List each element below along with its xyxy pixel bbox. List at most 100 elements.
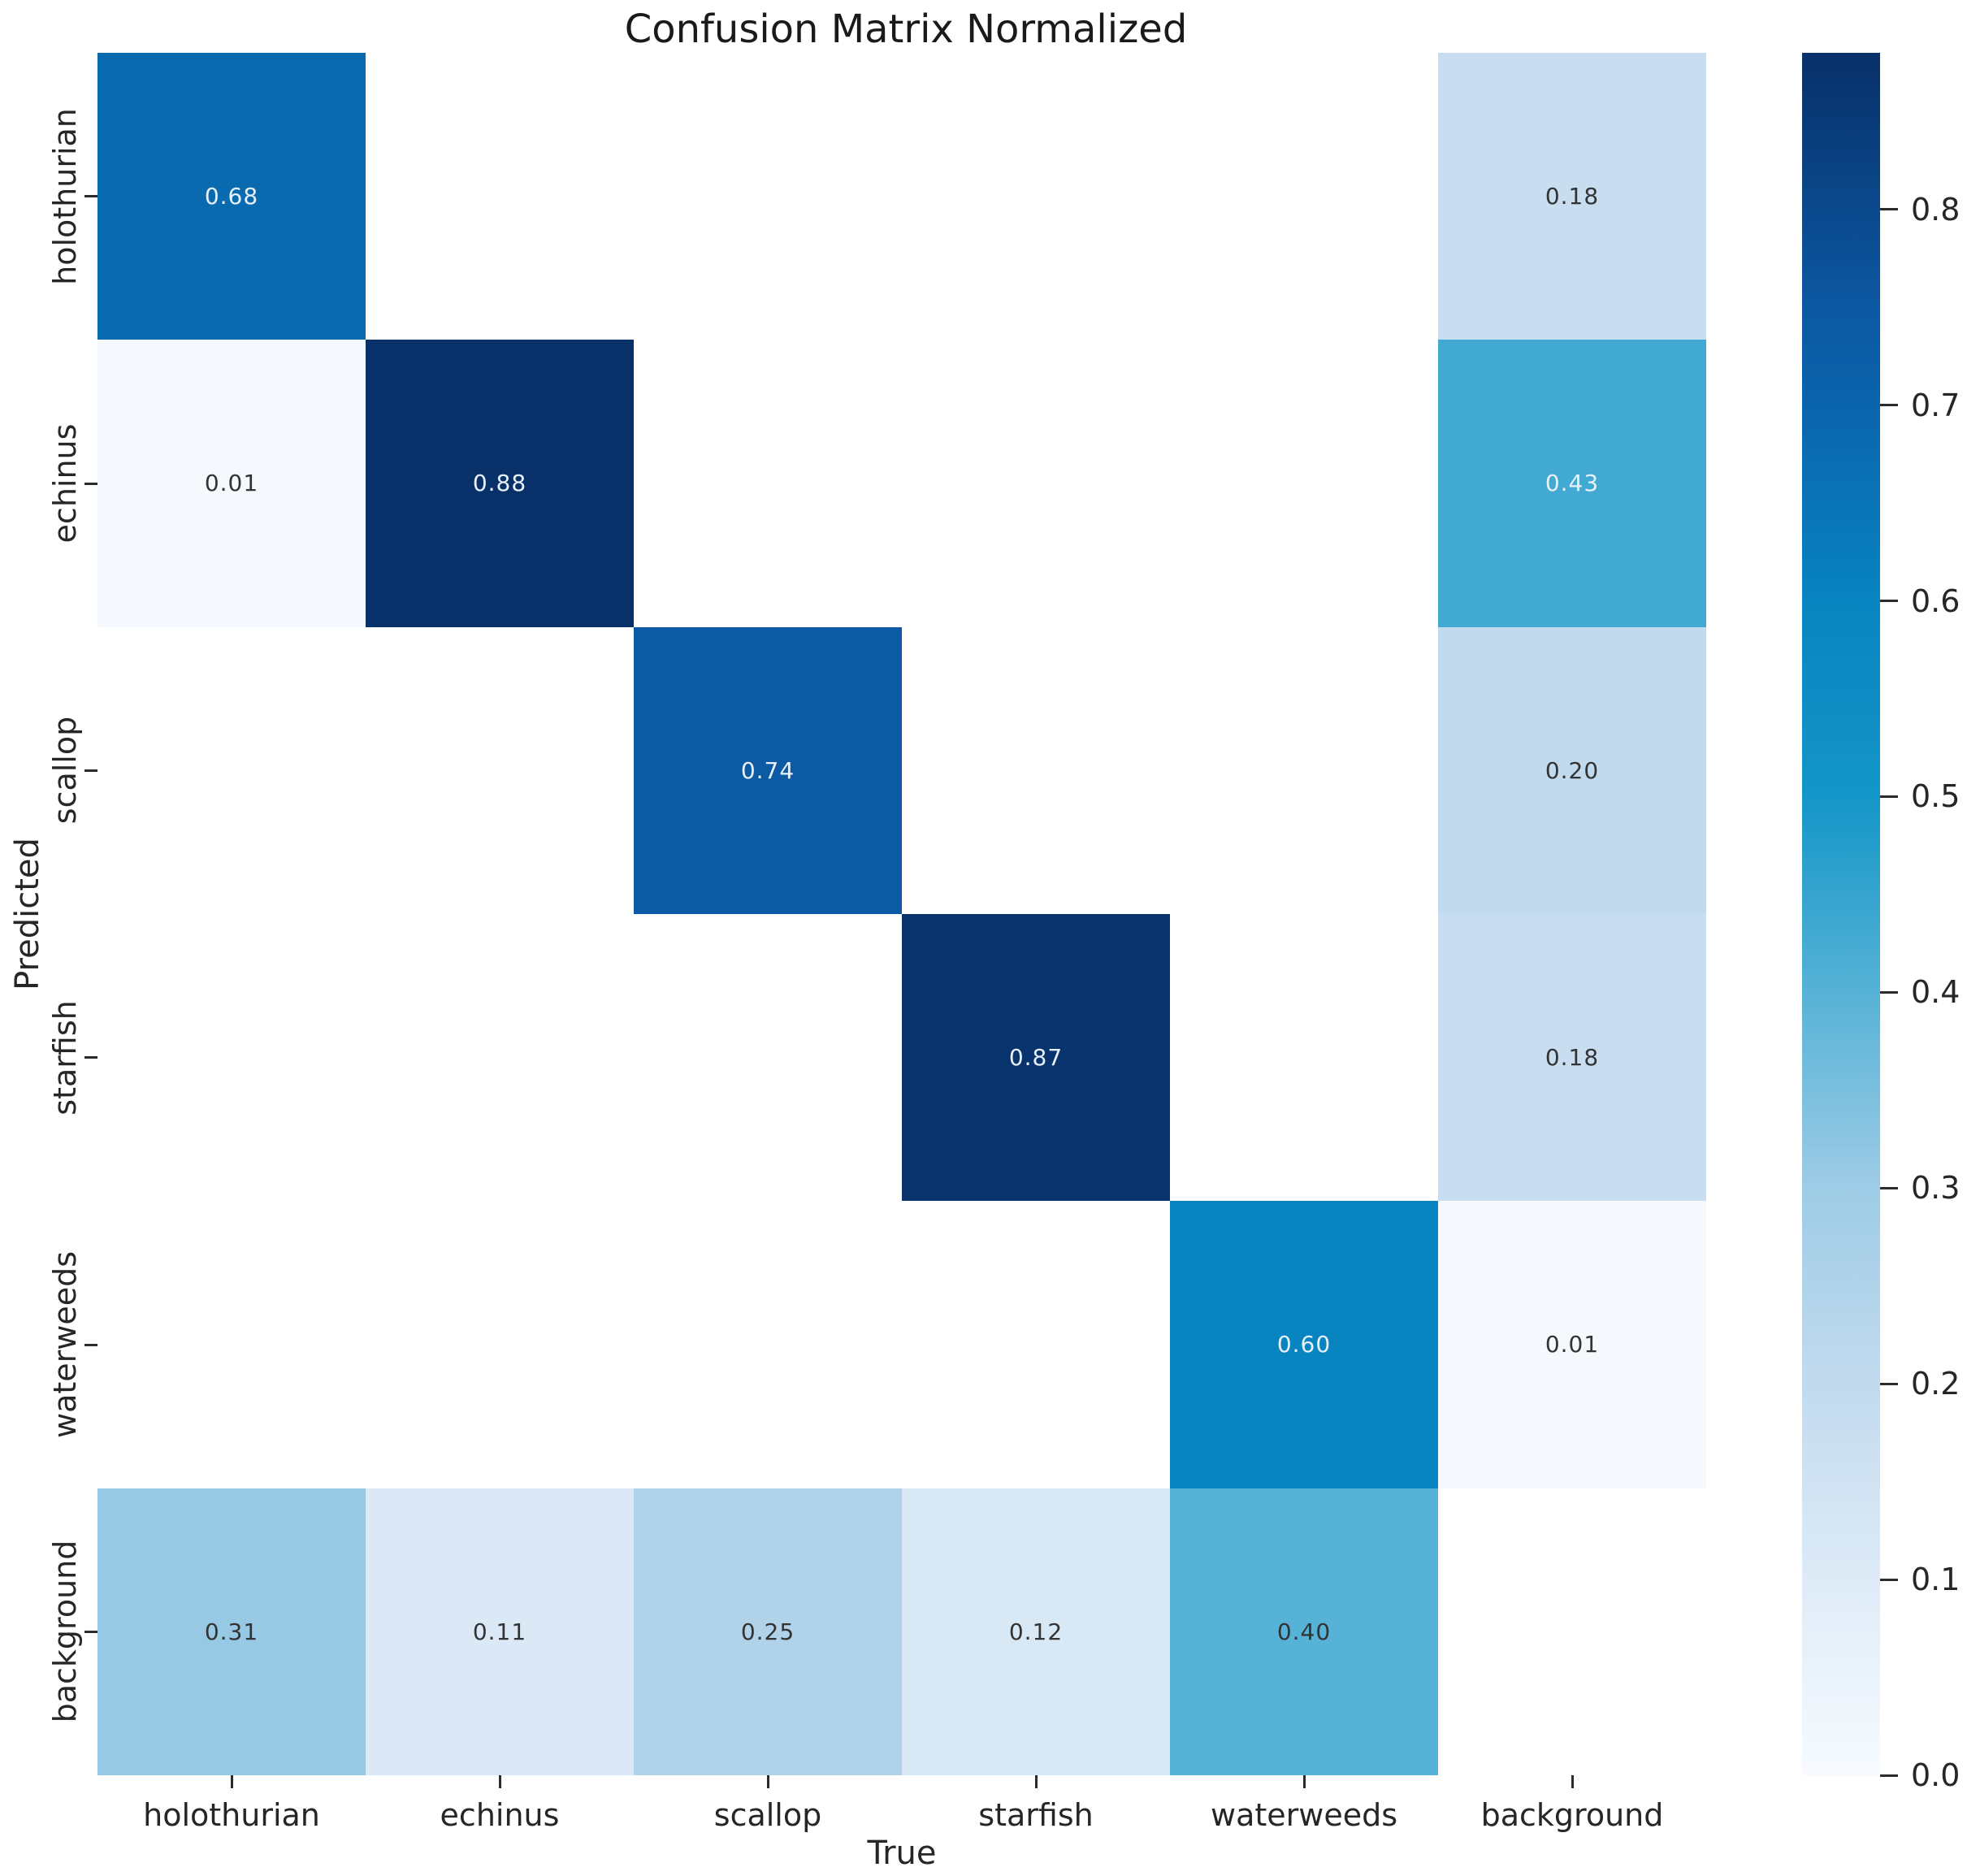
cell-value: 0.68 bbox=[204, 183, 259, 210]
tick-mark bbox=[498, 1775, 501, 1788]
heatmap-cell-holothurian-scallop bbox=[634, 53, 902, 340]
tick-mark bbox=[84, 195, 97, 198]
heatmap-cell-scallop-background: 0.20 bbox=[1438, 626, 1706, 914]
cell-value: 0.01 bbox=[204, 470, 259, 497]
heatmap-grid: 0.68 0.18 0.01 0.88 0.43 0.74 0.20 0.87 0.18 0.60… bbox=[97, 53, 1706, 1775]
heatmap-cell-background-starfish: 0.12 bbox=[902, 1488, 1170, 1775]
tick-mark bbox=[230, 1775, 233, 1788]
heatmap-cell-background-waterweeds: 0.40 bbox=[1170, 1488, 1438, 1775]
tick-mark bbox=[1880, 1382, 1898, 1385]
tick-mark bbox=[84, 769, 97, 772]
y-axis-label: Predicted bbox=[9, 838, 46, 990]
cell-value: 0.18 bbox=[1545, 1044, 1600, 1072]
x-axis-label: True bbox=[867, 1835, 937, 1872]
x-tick-label-starfish: starfish bbox=[978, 1797, 1094, 1833]
heatmap-cell-scallop-waterweeds bbox=[1170, 626, 1438, 914]
tick-mark bbox=[1880, 1578, 1898, 1581]
x-tick-label-holothurian: holothurian bbox=[143, 1797, 320, 1833]
heatmap-cell-echinus-waterweeds bbox=[1170, 340, 1438, 627]
tick-mark bbox=[766, 1775, 769, 1788]
tick-mark bbox=[1880, 1774, 1898, 1777]
tick-mark bbox=[84, 1343, 97, 1346]
tick-mark bbox=[84, 482, 97, 485]
heatmap-cell-starfish-scallop bbox=[634, 914, 902, 1202]
tick-mark bbox=[1571, 1775, 1574, 1788]
cell-value: 0.31 bbox=[204, 1618, 259, 1645]
x-tick-label-waterweeds: waterweeds bbox=[1210, 1797, 1398, 1833]
tick-mark bbox=[1880, 404, 1898, 407]
y-tick-label-waterweeds: waterweeds bbox=[47, 1250, 83, 1439]
tick-mark bbox=[1034, 1775, 1038, 1788]
colorbar-tick-label-0.4: 0.4 bbox=[1911, 974, 1961, 1011]
x-tick-label-echinus: echinus bbox=[440, 1797, 560, 1833]
y-tick-label-scallop: scallop bbox=[47, 717, 83, 825]
cell-value: 0.88 bbox=[472, 470, 527, 497]
tick-mark bbox=[1880, 600, 1898, 603]
heatmap-cell-holothurian-echinus bbox=[366, 53, 634, 340]
cell-value: 0.43 bbox=[1545, 470, 1600, 497]
heatmap-cell-holothurian-waterweeds bbox=[1170, 53, 1438, 340]
colorbar bbox=[1802, 53, 1880, 1775]
colorbar-tick-label-0.5: 0.5 bbox=[1911, 778, 1961, 815]
heatmap-cell-waterweeds-background: 0.01 bbox=[1438, 1201, 1706, 1488]
cell-value: 0.20 bbox=[1545, 756, 1600, 784]
heatmap-cell-background-scallop: 0.25 bbox=[634, 1488, 902, 1775]
heatmap-cell-echinus-echinus: 0.88 bbox=[366, 340, 634, 627]
colorbar-tick-label-0.8: 0.8 bbox=[1911, 191, 1961, 227]
heatmap-cell-starfish-holothurian bbox=[97, 914, 366, 1202]
heatmap-cell-waterweeds-waterweeds: 0.60 bbox=[1170, 1201, 1438, 1488]
heatmap-cell-scallop-holothurian bbox=[97, 626, 366, 914]
colorbar-tick-label-0.0: 0.0 bbox=[1911, 1757, 1961, 1793]
y-tick-label-background: background bbox=[47, 1540, 83, 1723]
heatmap-cell-echinus-starfish bbox=[902, 340, 1170, 627]
y-tick-label-starfish: starfish bbox=[47, 999, 83, 1116]
cell-value: 0.01 bbox=[1545, 1331, 1600, 1358]
tick-mark bbox=[84, 1056, 97, 1059]
heatmap-cell-starfish-waterweeds bbox=[1170, 914, 1438, 1202]
colorbar-tick-label-0.2: 0.2 bbox=[1911, 1366, 1961, 1402]
heatmap-cell-waterweeds-scallop bbox=[634, 1201, 902, 1488]
heatmap-cell-background-echinus: 0.11 bbox=[366, 1488, 634, 1775]
heatmap-cell-waterweeds-echinus bbox=[366, 1201, 634, 1488]
plot-title: Confusion Matrix Normalized bbox=[624, 6, 1188, 52]
colorbar-tick-label-0.3: 0.3 bbox=[1911, 1170, 1961, 1207]
heatmap-cell-holothurian-background: 0.18 bbox=[1438, 53, 1706, 340]
heatmap-cell-scallop-echinus bbox=[366, 626, 634, 914]
colorbar-tick-label-0.7: 0.7 bbox=[1911, 387, 1961, 423]
heatmap-cell-holothurian-holothurian: 0.68 bbox=[97, 53, 366, 340]
heatmap-cell-echinus-background: 0.43 bbox=[1438, 340, 1706, 627]
y-tick-label-holothurian: holothurian bbox=[47, 107, 83, 285]
cell-value: 0.25 bbox=[740, 1618, 795, 1645]
cell-value: 0.18 bbox=[1545, 183, 1600, 210]
y-tick-label-echinus: echinus bbox=[47, 423, 83, 544]
heatmap-cell-starfish-echinus bbox=[366, 914, 634, 1202]
tick-mark bbox=[1302, 1775, 1306, 1788]
heatmap-cell-background-background bbox=[1438, 1488, 1706, 1775]
heatmap-cell-waterweeds-holothurian bbox=[97, 1201, 366, 1488]
heatmap-cell-echinus-holothurian: 0.01 bbox=[97, 340, 366, 627]
heatmap-cell-echinus-scallop bbox=[634, 340, 902, 627]
cell-value: 0.87 bbox=[1008, 1044, 1064, 1072]
cell-value: 0.40 bbox=[1276, 1618, 1332, 1645]
heatmap-cell-waterweeds-starfish bbox=[902, 1201, 1170, 1488]
cell-value: 0.60 bbox=[1276, 1331, 1332, 1358]
heatmap-cell-starfish-starfish: 0.87 bbox=[902, 914, 1170, 1202]
colorbar-tick-label-0.6: 0.6 bbox=[1911, 583, 1961, 619]
cell-value: 0.74 bbox=[740, 756, 795, 784]
tick-mark bbox=[84, 1630, 97, 1633]
tick-mark bbox=[1880, 990, 1898, 994]
heatmap-cell-scallop-scallop: 0.74 bbox=[634, 626, 902, 914]
colorbar-tick-label-0.1: 0.1 bbox=[1911, 1562, 1961, 1598]
cell-value: 0.12 bbox=[1008, 1618, 1064, 1645]
x-tick-label-background: background bbox=[1480, 1797, 1664, 1833]
tick-mark bbox=[1880, 1186, 1898, 1189]
heatmap-cell-scallop-starfish bbox=[902, 626, 1170, 914]
tick-mark bbox=[1880, 795, 1898, 798]
heatmap-cell-background-holothurian: 0.31 bbox=[97, 1488, 366, 1775]
heatmap-cell-holothurian-starfish bbox=[902, 53, 1170, 340]
cell-value: 0.11 bbox=[472, 1618, 527, 1645]
tick-mark bbox=[1880, 208, 1898, 211]
heatmap-cell-starfish-background: 0.18 bbox=[1438, 914, 1706, 1202]
x-tick-label-scallop: scallop bbox=[713, 1797, 822, 1833]
